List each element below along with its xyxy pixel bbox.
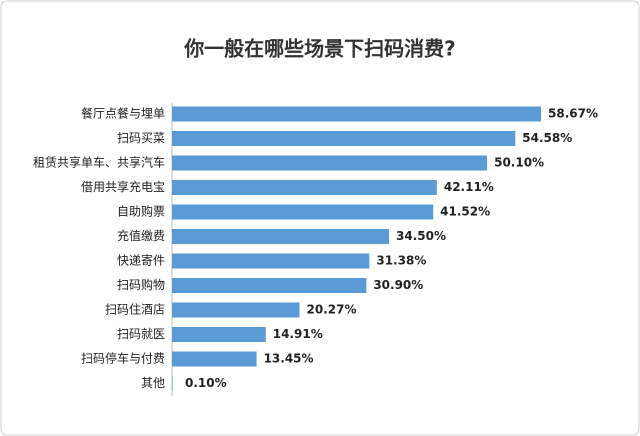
value-label: 34.50% (396, 229, 446, 243)
category-label: 扫码停车与付费 (81, 351, 165, 366)
category-label: 其他 (141, 376, 165, 390)
bar (172, 278, 367, 293)
bar (172, 106, 541, 122)
value-label: 30.90% (373, 278, 423, 292)
value-label: 42.11% (444, 180, 494, 194)
bar (172, 229, 389, 244)
value-label: 14.91% (273, 327, 323, 341)
bar (172, 131, 516, 146)
category-label: 扫码买菜 (117, 131, 165, 145)
bar (172, 327, 266, 342)
bar (172, 180, 437, 195)
value-label: 41.52% (440, 205, 490, 219)
category-label: 租赁共享单车、共享汽车 (33, 155, 165, 170)
category-label: 扫码住酒店 (105, 303, 165, 317)
category-label: 快递寄件 (117, 253, 165, 268)
bar (172, 302, 300, 318)
category-label: 借用共享充电宝 (81, 179, 165, 194)
value-label: 20.27% (306, 303, 356, 317)
bar (172, 204, 434, 220)
bar (172, 376, 173, 391)
category-label: 自助购票 (117, 204, 165, 219)
value-label: 54.58% (522, 131, 572, 145)
category-label: 扫码就医 (117, 327, 165, 341)
chart-title: 你一般在哪些场景下扫码消费? (183, 37, 456, 61)
value-label: 13.45% (264, 352, 314, 366)
bar (172, 155, 488, 171)
value-label: 31.38% (376, 254, 426, 268)
value-label: 58.67% (548, 107, 598, 121)
bar (172, 253, 370, 269)
category-label: 扫码购物 (117, 277, 165, 292)
value-label: 50.10% (494, 156, 544, 170)
bar (172, 351, 257, 367)
category-label: 餐厅点餐与埋单 (81, 106, 165, 121)
value-label: 0.10% (185, 376, 227, 390)
category-label: 充值缴费 (117, 228, 165, 243)
